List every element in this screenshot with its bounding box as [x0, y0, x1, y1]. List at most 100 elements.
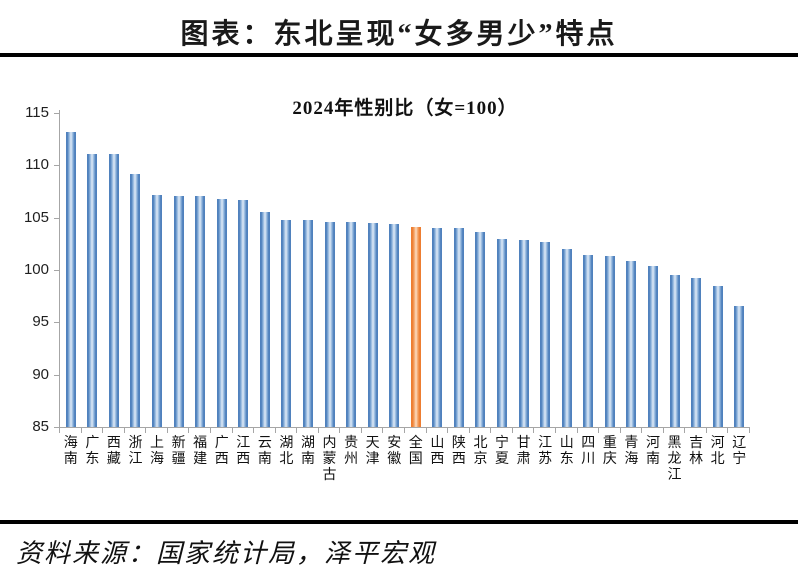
x-axis-label-辽宁: 辽 宁 [732, 436, 747, 467]
bar-上海 [152, 194, 163, 427]
x-tick-mark [382, 428, 384, 433]
bar-河南 [647, 265, 658, 427]
bar-山西 [432, 228, 443, 427]
x-axis-label-青海: 青 海 [624, 436, 639, 467]
y-axis-tick-label: 115 [25, 104, 49, 121]
x-tick-mark [619, 428, 621, 433]
x-tick-mark [404, 428, 405, 433]
bar-吉林 [691, 278, 702, 427]
top-divider [0, 53, 798, 57]
y-axis-tick-label: 105 [23, 208, 49, 226]
x-axis-label-河南: 河 南 [645, 436, 660, 467]
x-tick-mark [339, 428, 341, 433]
x-axis-label-黑龙江: 黑 龙 江 [667, 436, 682, 483]
x-tick-mark [80, 428, 82, 433]
x-axis-label-宁夏: 宁 夏 [495, 436, 510, 467]
y-axis-line [59, 110, 60, 428]
x-axis-label-贵州: 贵 州 [344, 436, 359, 467]
y-axis-tick-label: 100 [23, 261, 49, 278]
x-tick-mark [274, 428, 276, 433]
x-axis-label-广西: 广 西 [214, 436, 229, 467]
y-tick-mark [54, 113, 59, 114]
y-tick-mark [54, 217, 59, 219]
bar-西藏 [108, 153, 119, 427]
bottom-divider [0, 520, 798, 524]
x-tick-mark [684, 428, 686, 433]
bar-甘肃 [518, 239, 529, 427]
y-tick-mark [54, 374, 59, 376]
bar-青海 [626, 260, 637, 427]
x-axis-label-四川: 四 川 [581, 436, 596, 467]
x-tick-mark [641, 428, 643, 433]
bar-浙江 [130, 173, 141, 427]
x-axis-label-甘肃: 甘 肃 [516, 436, 531, 467]
bar-安徽 [389, 223, 400, 427]
bar-河北 [712, 285, 723, 427]
bar-湖北 [281, 219, 292, 427]
x-tick-mark [296, 428, 298, 433]
x-axis-label-广东: 广 东 [85, 436, 100, 467]
y-axis-tick-label: 85 [32, 418, 49, 435]
bar-北京 [475, 232, 486, 427]
x-tick-mark [468, 428, 470, 433]
x-tick-mark [727, 428, 729, 433]
x-tick-mark [749, 428, 750, 433]
x-tick-mark [231, 428, 233, 433]
bar-宁夏 [497, 238, 508, 427]
x-axis-label-安徽: 安 徽 [387, 436, 402, 467]
x-axis-label-湖南: 湖 南 [300, 436, 315, 467]
y-tick-mark [54, 270, 59, 271]
bar-highlight-全国 [410, 227, 421, 427]
x-axis-label-云南: 云 南 [257, 436, 272, 467]
x-axis-label-天津: 天 津 [365, 436, 380, 467]
x-tick-mark [533, 428, 535, 433]
x-axis-label-重庆: 重 庆 [602, 436, 617, 467]
x-tick-mark [447, 428, 449, 433]
bar-江西 [238, 199, 249, 427]
x-tick-mark [511, 428, 513, 433]
x-axis-label-全国: 全 国 [408, 436, 423, 467]
x-tick-mark [123, 428, 125, 433]
x-axis-label-江西: 江 西 [236, 436, 251, 467]
x-tick-mark [188, 428, 190, 433]
x-axis-label-河北: 河 北 [710, 436, 725, 467]
bar-天津 [367, 222, 378, 427]
bar-海南 [65, 131, 76, 427]
x-axis-label-浙江: 浙 江 [128, 436, 143, 467]
x-tick-mark [662, 428, 664, 433]
y-axis-tick-label: 95 [32, 313, 49, 331]
bar-新疆 [173, 195, 184, 427]
x-axis-label-湖北: 湖 北 [279, 436, 294, 467]
x-axis-label-北京: 北 京 [473, 436, 488, 467]
x-axis-label-陕西: 陕 西 [451, 436, 466, 467]
bar-福建 [195, 195, 206, 427]
x-tick-mark [554, 428, 556, 433]
x-tick-mark [425, 428, 427, 433]
x-tick-mark [705, 428, 707, 433]
x-axis-label-吉林: 吉 林 [689, 436, 704, 467]
x-tick-mark [145, 428, 147, 433]
bar-云南 [259, 212, 270, 427]
x-tick-mark [598, 428, 600, 433]
y-tick-mark [54, 427, 59, 428]
x-tick-mark [166, 428, 168, 433]
bar-辽宁 [734, 305, 745, 427]
x-axis-label-江苏: 江 苏 [538, 436, 553, 467]
x-axis-label-山东: 山 东 [559, 436, 574, 467]
source-note: 资料来源：国家统计局，泽平宏观 [16, 539, 437, 568]
x-axis-label-上海: 上 海 [150, 436, 165, 467]
x-axis-label-海南: 海 南 [63, 436, 78, 467]
bar-四川 [583, 255, 594, 427]
bar-内蒙古 [324, 221, 335, 427]
x-tick-mark [59, 428, 60, 433]
bar-陕西 [453, 228, 464, 427]
y-axis-tick-label: 90 [32, 365, 49, 383]
chart-title: 2024年性别比（女=100） [292, 98, 518, 119]
x-axis-label-新疆: 新 疆 [171, 436, 186, 467]
bar-湖南 [302, 219, 313, 427]
bar-江苏 [540, 241, 551, 427]
x-axis-label-西藏: 西 藏 [106, 436, 121, 467]
x-tick-mark [490, 428, 492, 433]
